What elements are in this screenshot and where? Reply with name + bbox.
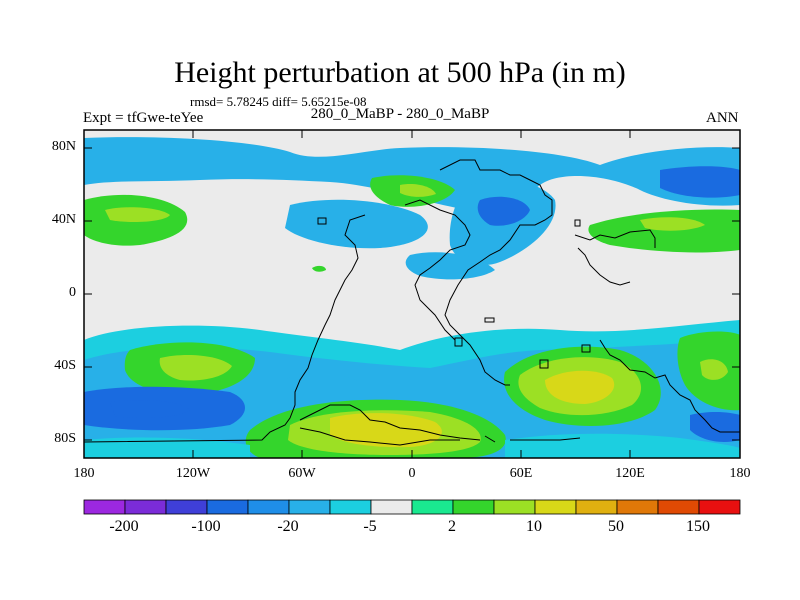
contour-field: [84, 130, 740, 458]
colorbar-swatch: [534, 499, 577, 515]
y-tick-label: 0: [69, 285, 76, 300]
colorbar-swatch: [206, 499, 249, 515]
colorbar-label: -200: [109, 518, 139, 535]
colorbar-label: 50: [608, 518, 624, 535]
y-tick-label: 80S: [54, 431, 76, 446]
y-tick-label: 40N: [51, 212, 76, 227]
contour-band-yellow: [330, 413, 442, 448]
contour-band-yellow: [545, 370, 615, 404]
colorbar-swatch: [288, 499, 331, 515]
colorbar-swatch: [83, 499, 126, 515]
coastline-americas: [439, 159, 553, 386]
colorbar-label: -100: [191, 518, 221, 535]
colorbar-label: -5: [363, 518, 377, 535]
x-tick-label: 60E: [509, 466, 533, 481]
x-tick-label: 180: [729, 466, 751, 481]
tick-marks: [83, 130, 741, 458]
y-tick-label: 40S: [54, 358, 76, 373]
contour-band-light-blue: [84, 137, 740, 211]
contour-band-yellow-green: [105, 207, 170, 223]
x-tick-label: 120E: [615, 466, 645, 481]
coastline-west-continent: [83, 214, 366, 443]
x-tick-label: 60W: [288, 466, 316, 481]
colorbar-swatch: [698, 499, 741, 515]
comparison-label: 280_0_MaBP - 280_0_MaBP: [310, 106, 490, 122]
colorbar-swatch: [370, 499, 413, 515]
colorbar-label: 150: [686, 518, 710, 535]
colorbar-swatch: [493, 499, 536, 515]
colorbar-swatch: [411, 499, 454, 515]
colorbar-swatch: [165, 499, 208, 515]
contour-band-light-blue: [405, 252, 495, 280]
colorbar-label: -20: [277, 518, 299, 535]
colorbar-swatch: [452, 499, 495, 515]
contour-band-light-blue: [285, 373, 363, 405]
colorbar-swatch: [575, 499, 618, 515]
colorbar-swatch: [329, 499, 372, 515]
colorbar-swatch: [616, 499, 659, 515]
coastline-overlay: [83, 159, 740, 446]
x-tick-label: 120W: [175, 466, 211, 481]
colorbar: [83, 499, 741, 515]
experiment-label: Expt = tfGwe-teYee: [83, 110, 204, 126]
contour-band-yellow-green: [159, 354, 232, 381]
colorbar-swatch: [247, 499, 290, 515]
contour-band-cyan: [84, 437, 250, 458]
contour-band-green: [312, 265, 326, 272]
season-label: ANN: [706, 110, 739, 126]
contour-band-blue: [110, 400, 190, 418]
colorbar-label: 10: [526, 518, 542, 535]
x-tick-label: 0: [408, 466, 416, 481]
y-tick-label: 80N: [51, 139, 76, 154]
contour-band-yellow-green: [400, 184, 436, 197]
contour-band-light-blue: [285, 199, 428, 249]
contour-band-yellow-green: [700, 359, 728, 380]
coastline-asia: [574, 229, 740, 433]
contour-band-green: [588, 209, 740, 253]
contour-band-blue: [477, 196, 530, 226]
coastline-europe-africa: [404, 199, 471, 341]
stats-line: rmsd= 5.78245 diff= 5.65215e-08: [190, 94, 367, 109]
contour-band-blue: [690, 411, 740, 442]
colorbar-label: 2: [448, 518, 456, 535]
colorbar-swatch: [124, 499, 167, 515]
coastline-southern: [299, 404, 581, 446]
coastline-islands: [317, 217, 591, 369]
contour-band-blue: [660, 166, 740, 198]
colorbar-swatch: [657, 499, 700, 515]
map-title: Height perturbation at 500 hPa (in m): [174, 56, 626, 89]
x-tick-label: 180: [73, 466, 95, 481]
contour-band-yellow-green: [640, 217, 705, 231]
